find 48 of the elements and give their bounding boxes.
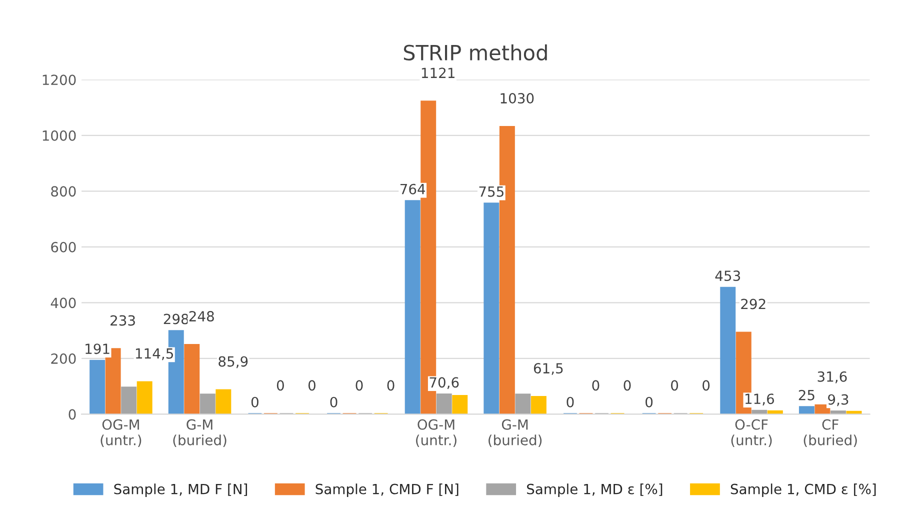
- legend-label: Sample 1, MD F [N]: [114, 484, 247, 497]
- data-label: 0: [624, 380, 631, 391]
- y-tick-label: 400: [50, 298, 76, 308]
- data-label: 764: [400, 184, 426, 194]
- data-label: 0: [356, 380, 363, 391]
- x-tick-label: OG-M (untr.): [100, 419, 142, 447]
- data-label: 1030: [500, 93, 534, 104]
- data-label: 0: [592, 380, 600, 391]
- data-label: 248: [189, 311, 214, 322]
- data-label: 0: [251, 396, 258, 408]
- legend-label: Sample 1, CMD ε [%]: [730, 484, 876, 497]
- data-label: 0: [387, 380, 394, 391]
- data-label: 0: [276, 380, 284, 391]
- x-tick-label: OG-M (untr.): [416, 419, 456, 447]
- y-tick-label: 1000: [42, 130, 76, 141]
- data-label: 9,3: [828, 394, 848, 406]
- legend-label: Sample 1, CMD F [N]: [316, 484, 458, 497]
- chart-title: STRIP method: [404, 44, 547, 60]
- data-label: 0: [646, 396, 653, 408]
- y-tick-label: 0: [68, 409, 76, 420]
- data-label: 292: [741, 298, 766, 310]
- data-label: 0: [566, 396, 574, 408]
- x-tick-label: G-M (buried): [488, 419, 542, 447]
- data-label: 0: [702, 380, 710, 391]
- x-tick-label: O-CF (untr.): [731, 419, 772, 447]
- data-label: 755: [479, 186, 504, 197]
- x-tick-label: G-M (buried): [173, 419, 226, 447]
- data-label: 85,9: [218, 356, 248, 368]
- y-tick-label: 200: [51, 353, 76, 364]
- data-label: 114,5: [136, 348, 173, 360]
- y-tick-label: 800: [51, 186, 76, 197]
- data-label: 11,6: [745, 394, 774, 406]
- data-label: 61,5: [534, 363, 563, 375]
- legend-label: Sample 1, MD ε [%]: [527, 484, 662, 497]
- data-label: 453: [715, 270, 740, 282]
- data-label: 0: [330, 396, 338, 408]
- y-tick-label: 600: [51, 242, 76, 252]
- data-label: 25: [798, 390, 814, 400]
- data-label: 298: [164, 314, 188, 324]
- data-label: 70,6: [430, 377, 459, 390]
- data-label: 31,6: [818, 371, 847, 384]
- data-label: 191: [86, 344, 110, 354]
- data-label: 1121: [422, 68, 454, 78]
- x-tick-label: CF (buried): [804, 419, 857, 447]
- data-label: 233: [110, 315, 135, 326]
- data-label: 0: [671, 380, 678, 391]
- y-tick-label: 1200: [42, 74, 76, 86]
- data-label: 0: [308, 380, 316, 391]
